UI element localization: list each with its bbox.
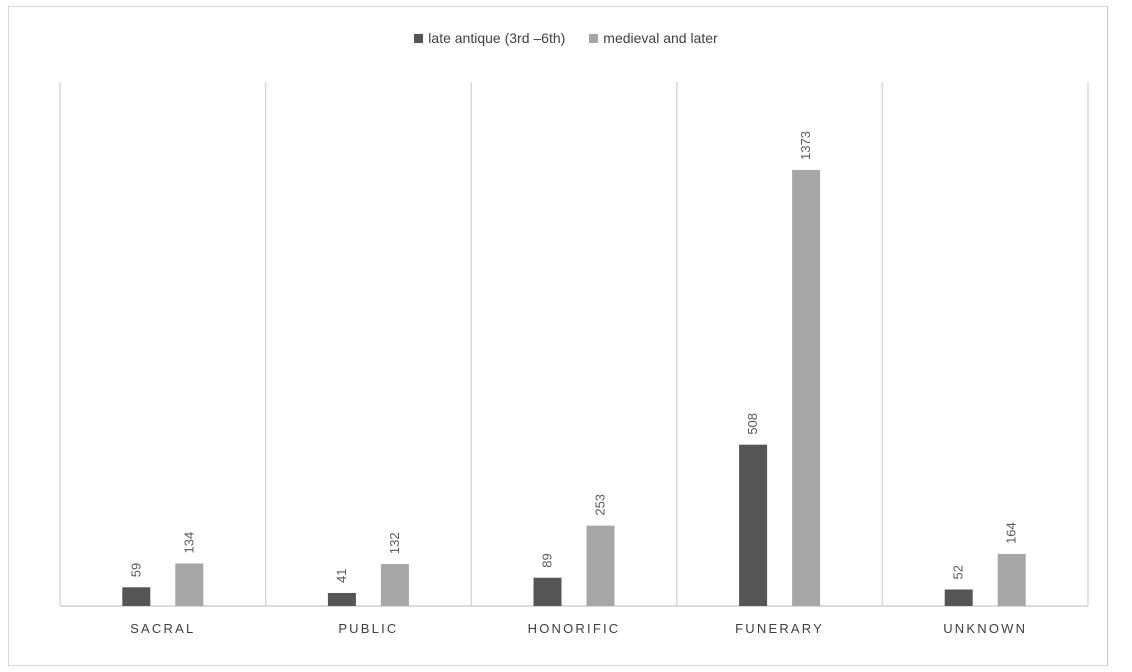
data-label-late-antique-sacral: 59 [128,563,143,577]
data-label-late-antique-public: 41 [334,569,349,583]
bar-medieval-honorific [586,525,615,606]
category-label-unknown: UNKNOWN [943,621,1027,636]
chart-frame [8,6,1108,666]
bar-medieval-sacral [175,563,204,606]
bar-medieval-public [380,564,409,606]
legend-swatch-late-antique [414,33,424,43]
bar-medieval-funerary [792,169,821,606]
legend-item-late-antique[interactable]: late antique (3rd –6th) [414,30,565,46]
bar-late-antique-funerary [739,444,768,606]
legend-label-medieval: medieval and later [603,30,718,46]
data-label-late-antique-funerary: 508 [745,413,760,435]
chart-legend: late antique (3rd –6th) medieval and lat… [0,30,1132,46]
category-label-funerary: FUNERARY [735,621,824,636]
legend-swatch-medieval [589,33,599,43]
data-label-late-antique-honorific: 89 [540,553,555,567]
data-label-medieval-unknown: 164 [1004,522,1019,544]
data-label-medieval-sacral: 134 [181,532,196,554]
bar-late-antique-sacral [122,587,151,606]
data-label-late-antique-unknown: 52 [951,565,966,579]
category-label-honorific: HONORIFIC [528,621,621,636]
bar-medieval-unknown [997,553,1026,606]
data-label-medieval-public: 132 [387,532,402,554]
bar-late-antique-public [327,592,356,606]
legend-item-medieval[interactable]: medieval and later [589,30,718,46]
bar-late-antique-unknown [944,589,973,606]
legend-label-late-antique: late antique (3rd –6th) [428,30,566,46]
bar-late-antique-honorific [533,577,562,606]
category-label-sacral: SACRAL [130,621,195,636]
data-label-medieval-funerary: 1373 [798,131,813,160]
category-label-public: PUBLIC [338,621,398,636]
data-label-medieval-honorific: 253 [593,494,608,516]
